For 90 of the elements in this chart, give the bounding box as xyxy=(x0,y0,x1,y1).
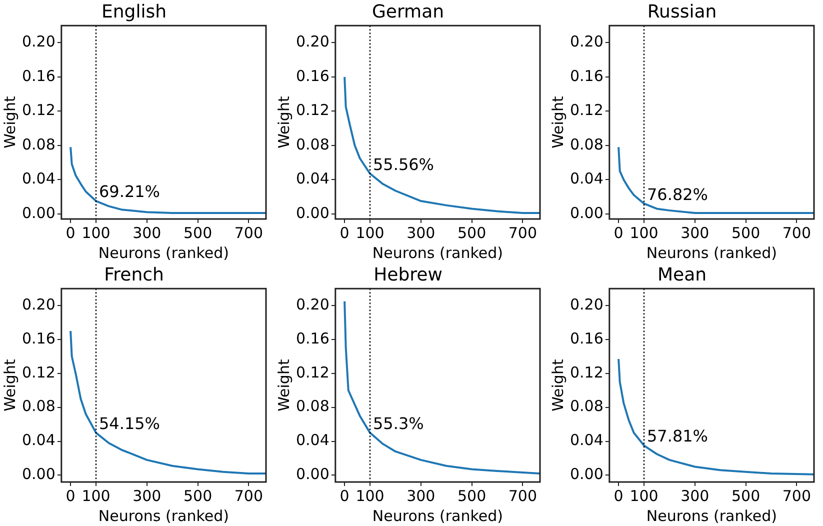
y-tick-label: 0.00 xyxy=(296,465,330,484)
x-tick-label: 100 xyxy=(356,224,384,242)
x-tick-label: 300 xyxy=(406,486,436,505)
y-tick-label: 0.04 xyxy=(22,431,56,450)
chart-title: English xyxy=(102,1,166,22)
y-tick-label: 0.00 xyxy=(296,204,330,222)
y-tick-label: 0.00 xyxy=(22,204,56,222)
y-tick-label: 0.08 xyxy=(570,135,604,154)
y-tick-label: 0.08 xyxy=(296,397,330,416)
chart-title: Russian xyxy=(647,1,717,22)
x-tick-label: 100 xyxy=(630,224,658,242)
y-tick-label: 0.04 xyxy=(570,170,604,188)
x-axis-title: Neurons (ranked) xyxy=(646,506,777,525)
x-tick-label: 500 xyxy=(731,486,760,505)
y-tick-label: 0.04 xyxy=(296,170,330,188)
x-tick-label: 300 xyxy=(132,486,162,505)
y-tick-label: 0.12 xyxy=(296,363,330,382)
x-tick-label: 700 xyxy=(234,224,264,242)
x-tick-label: 500 xyxy=(183,486,212,505)
x-tick-label: 700 xyxy=(782,486,812,505)
chart-title: German xyxy=(372,1,444,22)
y-tick-label: 0.20 xyxy=(570,295,604,314)
x-axis-title: Neurons (ranked) xyxy=(98,506,229,525)
y-tick-label: 0.12 xyxy=(570,363,604,382)
x-tick-label: 100 xyxy=(630,486,658,505)
y-tick-label: 0.16 xyxy=(296,329,330,348)
annotation: 55.3% xyxy=(373,414,424,433)
y-tick-label: 0.20 xyxy=(296,295,330,314)
x-tick-label: 0 xyxy=(340,486,350,505)
x-tick-label: 0 xyxy=(66,486,76,505)
y-tick-label: 0.16 xyxy=(22,66,56,85)
annotation: 69.21% xyxy=(99,182,160,202)
x-tick-label: 300 xyxy=(132,224,162,242)
x-tick-label: 700 xyxy=(234,486,264,505)
x-tick-label: 300 xyxy=(680,224,710,242)
y-axis-title: Weight xyxy=(0,96,19,148)
x-tick-label: 100 xyxy=(82,486,110,505)
y-tick-label: 0.08 xyxy=(570,397,604,416)
y-tick-label: 0.12 xyxy=(22,101,56,120)
y-tick-label: 0.20 xyxy=(22,32,56,51)
chart-title: French xyxy=(104,264,164,286)
y-tick-label: 0.00 xyxy=(22,465,56,484)
x-tick-label: 500 xyxy=(457,224,486,242)
y-axis-title: Weight xyxy=(274,359,293,412)
annotation: 57.81% xyxy=(647,426,708,446)
y-axis-title: Weight xyxy=(548,359,567,412)
x-tick-label: 300 xyxy=(406,224,436,242)
x-axis-title: Neurons (ranked) xyxy=(646,244,777,262)
y-tick-label: 0.16 xyxy=(22,329,56,348)
y-tick-label: 0.20 xyxy=(296,32,330,51)
x-tick-label: 500 xyxy=(183,224,212,242)
y-tick-label: 0.04 xyxy=(22,170,56,188)
y-tick-label: 0.08 xyxy=(296,135,330,154)
y-tick-label: 0.16 xyxy=(570,329,604,348)
y-tick-label: 0.12 xyxy=(22,363,56,382)
y-axis-title: Weight xyxy=(548,96,567,148)
y-tick-label: 0.16 xyxy=(296,66,330,85)
y-tick-label: 0.08 xyxy=(22,135,56,154)
x-tick-label: 0 xyxy=(614,486,624,505)
y-tick-label: 0.20 xyxy=(22,295,56,314)
x-axis-title: Neurons (ranked) xyxy=(98,244,229,262)
y-tick-label: 0.12 xyxy=(296,101,330,120)
y-tick-label: 0.20 xyxy=(570,32,604,51)
x-axis-title: Neurons (ranked) xyxy=(372,506,503,525)
y-tick-label: 0.16 xyxy=(570,66,604,85)
x-tick-label: 500 xyxy=(731,224,760,242)
chart-title: Mean xyxy=(657,264,707,286)
x-tick-label: 0 xyxy=(340,224,350,242)
x-tick-label: 0 xyxy=(66,224,76,242)
annotation: 54.15% xyxy=(99,414,160,433)
y-tick-label: 0.12 xyxy=(570,101,604,120)
annotation: 76.82% xyxy=(647,184,708,204)
chart-title: Hebrew xyxy=(374,264,442,286)
y-tick-label: 0.00 xyxy=(570,204,604,222)
y-tick-label: 0.04 xyxy=(570,431,604,450)
y-axis-title: Weight xyxy=(274,96,293,148)
x-tick-label: 0 xyxy=(614,224,624,242)
x-tick-label: 300 xyxy=(680,486,710,505)
x-tick-label: 700 xyxy=(508,224,538,242)
y-axis-title: Weight xyxy=(0,359,19,412)
x-tick-label: 500 xyxy=(457,486,486,505)
y-tick-label: 0.04 xyxy=(296,431,330,450)
annotation: 55.56% xyxy=(373,154,434,174)
x-tick-label: 100 xyxy=(82,224,110,242)
x-tick-label: 700 xyxy=(782,224,812,242)
x-tick-label: 700 xyxy=(508,486,538,505)
y-tick-label: 0.08 xyxy=(22,397,56,416)
y-tick-label: 0.00 xyxy=(570,465,604,484)
x-axis-title: Neurons (ranked) xyxy=(372,244,503,262)
x-tick-label: 100 xyxy=(356,486,384,505)
